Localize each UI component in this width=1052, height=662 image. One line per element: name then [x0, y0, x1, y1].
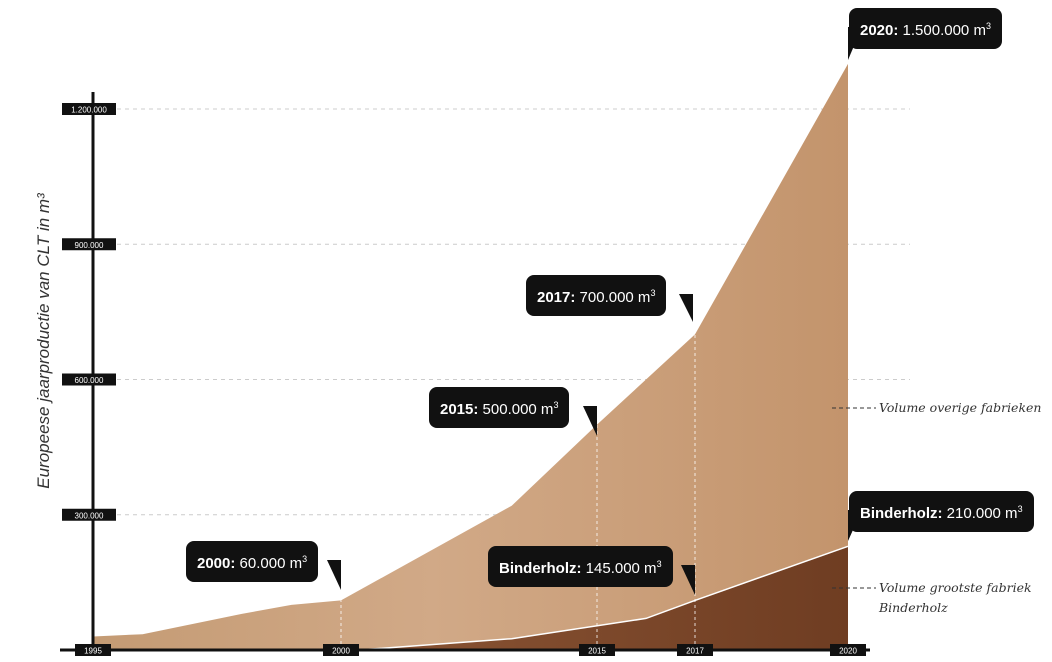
side-label-line: Volume grootste fabriek [879, 580, 1032, 595]
binderholz-line [358, 545, 849, 651]
callout-a2015: 2015: 500.000 m3 [429, 387, 570, 428]
callout-text: 1.500.000 m [898, 22, 986, 39]
x-tick-box [75, 644, 111, 656]
x-tick-1995: 1995 [75, 644, 111, 656]
y-tick-box [62, 103, 116, 115]
x-tick-label: 2000 [332, 647, 350, 656]
callout-sup: 3 [985, 21, 991, 31]
callout-bold: 2000: [197, 555, 236, 572]
y-tick-label: 900.000 [75, 241, 104, 250]
callout-tail-a2015 [583, 406, 597, 436]
x-tick-2017: 2017 [677, 644, 713, 656]
x-tick-2000: 2000 [323, 644, 359, 656]
areas [93, 63, 849, 651]
x-tick-box [830, 644, 866, 656]
x-tick-2015: 2015 [579, 644, 615, 656]
side-label-0: Volume overige fabrieken [879, 398, 1041, 418]
y-tick-box [62, 373, 116, 386]
side-label-line: Binderholz [879, 600, 948, 615]
y-tick-box [62, 508, 116, 521]
side-label-line: Volume overige fabrieken [879, 400, 1042, 415]
callout-text: 60.000 m [235, 555, 303, 572]
x-tick-label: 2015 [588, 647, 606, 656]
y-tick-label: 300.000 [75, 511, 104, 520]
axes: 300.000 600.000 900.000 1.200.000 1995 2000 20… [60, 92, 870, 656]
callout-tail-a2000 [327, 560, 341, 590]
callout-sup: 3 [553, 400, 559, 410]
y-axis-label: Europeese jaarproductie van CLT in m³ [34, 193, 53, 489]
callout-abh2020: Binderholz: 210.000 m3 [849, 491, 1034, 532]
area-volume-binderholz [358, 546, 848, 650]
y-tick-1.200.000: 1.200.000 [62, 103, 116, 115]
callout-text: 145.000 m [581, 560, 657, 577]
y-tick-900.000: 900.000 [62, 238, 116, 251]
y-tick-300.000: 300.000 [62, 508, 116, 521]
callout-bold: 2017: [537, 289, 576, 306]
callout-bold: Binderholz: [860, 505, 943, 522]
callout-bold: 2015: [440, 401, 479, 418]
y-tick-label: 600.000 [75, 376, 104, 385]
callout-bold: Binderholz: [499, 560, 582, 577]
callout-sup: 3 [1017, 504, 1023, 514]
callout-a2000: 2000: 60.000 m3 [186, 541, 319, 582]
x-tick-box [677, 644, 713, 656]
callout-tail-abh2017 [681, 565, 695, 595]
y-tick-label: 1.200.000 [71, 106, 107, 115]
callout-abh2017: Binderholz: 145.000 m3 [488, 546, 673, 587]
callout-sup: 3 [302, 554, 308, 564]
callout-text: 210.000 m [942, 505, 1018, 522]
callout-text: 500.000 m [478, 401, 554, 418]
callout-sup: 3 [656, 559, 662, 569]
area-volume-overige-fabrieken [93, 63, 848, 650]
callout-bold: 2020: [860, 22, 899, 39]
y-tick-box [62, 238, 116, 251]
callout-a2020: 2020: 1.500.000 m3 [849, 8, 1002, 49]
callout-text: 700.000 m [575, 289, 651, 306]
y-tick-600.000: 600.000 [62, 373, 116, 386]
x-tick-label: 1995 [84, 647, 102, 656]
callout-tail-a2017 [679, 294, 693, 322]
x-tick-label: 2020 [839, 647, 857, 656]
callout-sup: 3 [650, 288, 656, 298]
x-tick-box [579, 644, 615, 656]
x-tick-label: 2017 [686, 647, 704, 656]
callout-a2017: 2017: 700.000 m3 [526, 275, 667, 316]
side-label-1: Volume grootste fabriek Binderholz [879, 578, 1032, 618]
x-tick-box [323, 644, 359, 656]
x-tick-2020: 2020 [830, 644, 866, 656]
